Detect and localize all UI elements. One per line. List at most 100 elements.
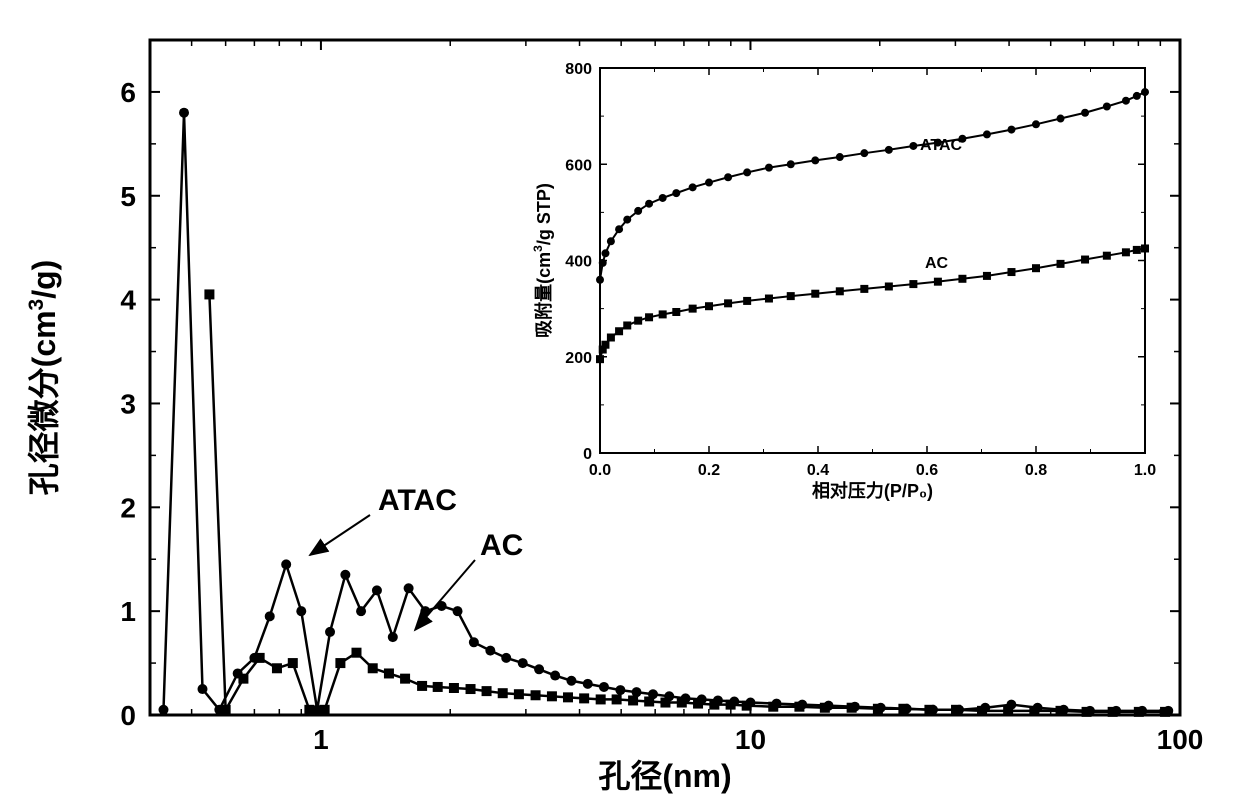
main-series-atac-marker — [388, 632, 398, 642]
inset-series-atac-marker — [1141, 88, 1149, 96]
main-series-atac-marker — [745, 698, 755, 708]
inset-y-tick-label: 800 — [565, 61, 592, 78]
inset-series-atac-marker — [645, 200, 653, 208]
main-series-atac-marker — [1111, 706, 1121, 716]
main-series-atac-marker — [681, 693, 691, 703]
annotation-label: ATAC — [378, 484, 457, 517]
main-series-atac-marker — [550, 671, 560, 681]
main-series-atac-marker — [453, 606, 463, 616]
inset-series-atac-marker — [811, 156, 819, 164]
main-series-atac-marker — [697, 694, 707, 704]
inset-series-ac-marker — [645, 313, 653, 321]
main-series-atac-marker — [566, 676, 576, 686]
main-series-atac-marker — [265, 611, 275, 621]
main-series-ac-marker — [498, 688, 508, 698]
annotation-arrow — [310, 515, 370, 555]
main-series-atac-marker — [954, 705, 964, 715]
inset-annotation-label: ATAC — [920, 137, 963, 154]
main-series-atac-marker — [281, 559, 291, 569]
inset-series-ac-marker — [623, 321, 631, 329]
x-tick-label: 10 — [735, 724, 766, 755]
inset-series-ac-marker — [885, 282, 893, 290]
inset-series-ac-marker — [596, 355, 604, 363]
inset-x-axis-label: 相对压力(P/P₀) — [812, 480, 933, 501]
x-tick-label: 100 — [1157, 724, 1204, 755]
inset-series-ac-marker — [787, 292, 795, 300]
main-series-atac-marker — [214, 705, 224, 715]
main-series-ac-marker — [433, 682, 443, 692]
inset-series-atac-marker — [836, 153, 844, 161]
main-series-atac-marker — [980, 703, 990, 713]
inset-series-ac-marker — [1081, 256, 1089, 264]
main-series-ac-marker — [384, 668, 394, 678]
inset-series-ac-marker — [1122, 248, 1130, 256]
inset-y-tick-label: 200 — [565, 350, 592, 367]
main-series-atac-marker — [1059, 705, 1069, 715]
main-series-atac-marker — [179, 108, 189, 118]
main-series-atac-marker — [485, 646, 495, 656]
main-series-atac-marker — [713, 695, 723, 705]
inset-series-ac-marker — [601, 341, 609, 349]
main-series-ac-marker — [482, 686, 492, 696]
main-series-ac-marker — [531, 690, 541, 700]
main-series-ac-marker — [596, 694, 606, 704]
inset-series-atac-marker — [724, 173, 732, 181]
inset-series-atac-marker — [1103, 103, 1111, 111]
inset-series-atac-marker — [1081, 109, 1089, 117]
main-series-atac-marker — [632, 687, 642, 697]
inset-series-atac-marker — [705, 179, 713, 187]
y-tick-label: 3 — [120, 388, 136, 419]
inset-series-atac-marker — [623, 216, 631, 224]
inset-series-atac-marker — [909, 142, 917, 150]
y-tick-label: 4 — [120, 285, 136, 316]
inset-series-atac-marker — [672, 189, 680, 197]
main-series-atac-marker — [648, 689, 658, 699]
inset-chart: 0.00.20.40.60.81.00200400600800相对压力(P/P₀… — [531, 61, 1156, 501]
inset-series-ac-marker — [743, 297, 751, 305]
inset-series-atac-marker — [1057, 115, 1065, 123]
y-tick-label: 1 — [120, 596, 136, 627]
main-series-atac-marker — [850, 702, 860, 712]
main-series-ac-marker — [612, 694, 622, 704]
main-series-atac-marker — [824, 701, 834, 711]
main-series-atac-marker — [233, 668, 243, 678]
inset-series-atac-marker — [634, 207, 642, 215]
inset-series-atac-marker — [1007, 126, 1015, 134]
inset-series-atac-marker — [659, 194, 667, 202]
annotation-arrow — [415, 560, 475, 630]
inset-series-atac-marker — [885, 146, 893, 154]
inset-series-ac-marker — [689, 305, 697, 313]
inset-series-atac-marker — [615, 225, 623, 233]
inset-series-ac-marker — [1133, 246, 1141, 254]
inset-x-tick-label: 0.6 — [916, 462, 938, 479]
inset-series-ac-marker — [1141, 244, 1149, 252]
inset-series-atac-marker — [983, 130, 991, 138]
inset-x-tick-label: 0.8 — [1025, 462, 1047, 479]
inset-series-ac-marker — [1032, 264, 1040, 272]
inset-series-ac-marker — [672, 308, 680, 316]
inset-series-ac-marker — [615, 327, 623, 335]
main-series-atac-marker — [664, 691, 674, 701]
main-series-atac-marker — [1137, 706, 1147, 716]
inset-series-ac-marker — [909, 280, 917, 288]
main-series-ac-marker — [563, 692, 573, 702]
main-series-atac-marker — [249, 653, 259, 663]
main-series-atac-marker — [615, 685, 625, 695]
inset-series-ac-marker — [659, 310, 667, 318]
main-series-atac-marker — [583, 679, 593, 689]
main-series-ac-marker — [204, 289, 214, 299]
main-series-atac-marker — [518, 658, 528, 668]
x-tick-label: 1 — [313, 724, 329, 755]
main-series-atac-marker — [404, 583, 414, 593]
inset-y-tick-label: 600 — [565, 157, 592, 174]
inset-series-atac-marker — [599, 259, 607, 267]
inset-y-axis-label: 吸附量(cm3/g STP) — [531, 183, 554, 338]
inset-series-atac-marker — [765, 164, 773, 172]
main-series-atac-marker — [372, 585, 382, 595]
main-series-atac-marker — [469, 637, 479, 647]
y-tick-label: 0 — [120, 700, 136, 731]
main-series-ac-marker — [466, 684, 476, 694]
main-series-atac-marker — [534, 664, 544, 674]
main-series-atac-marker — [340, 570, 350, 580]
inset-series-ac-marker — [958, 275, 966, 283]
